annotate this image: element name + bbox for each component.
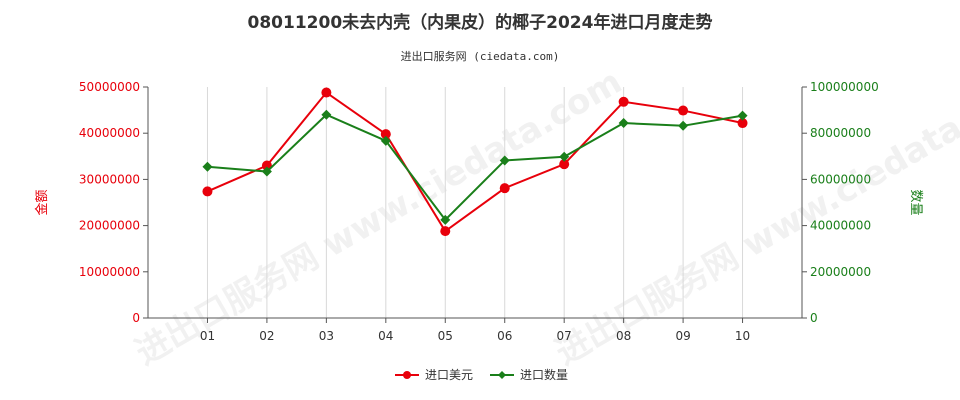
series-1-point: [737, 118, 748, 129]
series-2-point: [559, 151, 570, 162]
legend-label: 进口数量: [520, 367, 568, 382]
series-1-point: [321, 87, 332, 98]
x-tick-label: 08: [616, 329, 631, 343]
x-tick-label: 04: [378, 329, 393, 343]
series-2-point: [202, 161, 213, 172]
left-tick-label: 30000000: [79, 172, 140, 186]
series-1-point: [678, 105, 689, 116]
left-tick-label: 20000000: [79, 219, 140, 233]
x-tick-label: 03: [319, 329, 334, 343]
legend-swatch-marker: [498, 371, 506, 379]
series-2-point: [380, 135, 391, 146]
series-2-point: [737, 110, 748, 121]
right-tick-label: 80000000: [810, 126, 871, 140]
legend-swatch-marker: [403, 371, 411, 379]
x-tick-label: 09: [675, 329, 690, 343]
series-1-point: [559, 159, 570, 170]
series-1-point: [380, 129, 391, 140]
series-2-point: [618, 118, 629, 129]
right-tick-label: 60000000: [810, 172, 871, 186]
series-line-1: [207, 91, 743, 233]
right-tick-label: 100000000: [810, 80, 879, 94]
series-1-point: [499, 183, 510, 194]
right-tick-label: 20000000: [810, 265, 871, 279]
x-tick-label: 01: [200, 329, 215, 343]
left-tick-label: 50000000: [79, 80, 140, 94]
left-tick-label: 0: [132, 311, 140, 325]
series-2-point: [261, 166, 272, 177]
series-2-point: [499, 155, 510, 166]
series-line-2: [207, 113, 743, 222]
series-2-point: [321, 109, 332, 120]
series-2-point: [678, 120, 689, 131]
series-1-point: [618, 96, 629, 107]
chart-subtitle: 进出口服务网 (ciedata.com): [400, 50, 560, 63]
x-tick-label: 02: [259, 329, 274, 343]
x-tick-label: 05: [438, 329, 453, 343]
x-tick-label: 06: [497, 329, 512, 343]
x-tick-label: 10: [735, 329, 750, 343]
right-axis-label: 数量: [908, 189, 923, 215]
chart-title: 08011200未去内壳（内果皮）的椰子2024年进口月度走势: [247, 13, 713, 33]
left-tick-label: 40000000: [79, 126, 140, 140]
series-1-point: [202, 186, 213, 197]
left-tick-label: 10000000: [79, 265, 140, 279]
right-tick-label: 40000000: [810, 219, 871, 233]
x-tick-label: 07: [557, 329, 572, 343]
series-2-point: [440, 214, 451, 225]
series-1-point: [440, 226, 451, 237]
left-axis-label: 金额: [34, 189, 50, 215]
right-tick-label: 0: [810, 311, 818, 325]
legend-label: 进口美元: [425, 368, 473, 382]
